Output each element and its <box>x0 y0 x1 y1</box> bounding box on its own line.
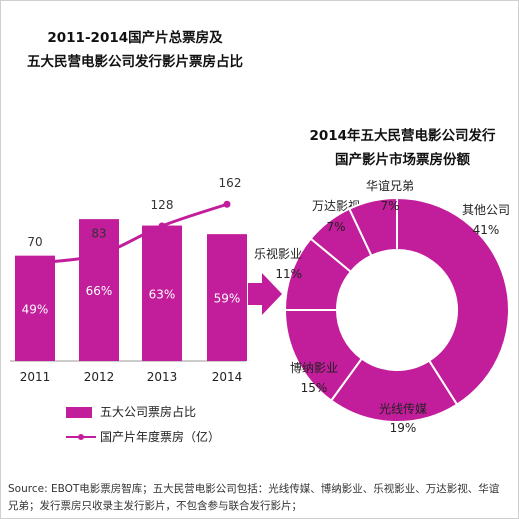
line-point-2014 <box>223 200 231 208</box>
donut-chart-title-line-2: 国产影片市场票房份额 <box>335 152 470 168</box>
donut-chart-title: 2014年五大民营电影公司发行 国产影片市场票房份额 <box>286 124 519 172</box>
bar-2014 <box>207 234 247 361</box>
donut-slice-pct-2: 19% <box>390 421 417 435</box>
donut-slice-label-6: 华谊兄弟 <box>366 178 414 193</box>
donut-slice-pct-3: 15% <box>301 381 328 395</box>
donut-slice-label-2: 光线传媒 <box>379 401 427 416</box>
bar-value-label-2013: 63% <box>149 287 176 301</box>
bar-value-label-2011: 49% <box>22 302 49 316</box>
bar-2013 <box>142 225 182 361</box>
bar-value-label-2014: 59% <box>214 292 241 306</box>
source-note: Source: EBOT电影票房智库；五大民营电影公司包括：光线传媒、博纳影业、… <box>8 481 513 515</box>
bars-layer: 49% 2011 66% 2012 63% 2013 59% 2014 <box>15 219 247 384</box>
donut-slice-6 <box>347 196 398 258</box>
bar-chart-title-line-2: 五大民营电影公司发行影片票房占比 <box>27 54 243 70</box>
line-point-2012 <box>95 251 103 259</box>
line-value-label-2013: 128 <box>151 198 174 212</box>
donut-layer: 其他公司 41% 光线传媒 19% 博纳影业 15% 乐视影业 11% 万达影视 7% 华谊兄弟 7% <box>254 178 510 435</box>
x-tick-label-2013: 2013 <box>147 370 178 384</box>
source-note-line-2: 兄弟；发行票房只收录主发行影片，不包含参与联合发行影片； <box>8 500 302 512</box>
donut-slice-pct-5: 7% <box>326 220 345 234</box>
donut-slice-pct-1: 41% <box>473 223 500 237</box>
arrow-right-icon <box>248 273 282 315</box>
donut-slice-label-3: 博纳影业 <box>290 360 338 375</box>
line-value-label-2012: 83 <box>91 227 106 241</box>
bar-chart-title: 2011-2014国产片总票房及 五大民营电影公司发行影片票房占比 <box>0 26 270 74</box>
donut-slice-1 <box>396 196 510 406</box>
donut-slice-pct-4: 11% <box>275 267 302 281</box>
x-tick-label-2011: 2011 <box>20 370 51 384</box>
legend-bar-swatch <box>66 407 92 418</box>
x-tick-label-2014: 2014 <box>212 370 243 384</box>
line-series-layer: 70 83 128 162 <box>27 176 242 267</box>
legend-line-dot <box>78 434 84 440</box>
donut-slice-label-1: 其他公司 <box>462 203 510 217</box>
source-note-line-1: Source: EBOT电影票房智库；五大民营电影公司包括：光线传媒、博纳影业、… <box>8 483 500 495</box>
legend-line-label: 国产片年度票房（亿） <box>100 430 221 444</box>
bar-2012 <box>79 219 119 361</box>
bar-2011 <box>15 255 55 361</box>
line-value-label-2014: 162 <box>219 176 242 190</box>
bar-chart-title-line-1: 2011-2014国产片总票房及 <box>47 30 223 46</box>
donut-slice-pct-6: 7% <box>380 199 399 213</box>
bar-value-label-2012: 66% <box>86 284 113 298</box>
line-series-path <box>34 202 228 265</box>
donut-slice-label-5: 万达影视 <box>312 198 360 213</box>
donut-slice-label-4: 乐视影业 <box>254 246 302 261</box>
x-tick-label-2012: 2012 <box>84 370 115 384</box>
legend-bar-label: 五大公司票房占比 <box>100 405 197 419</box>
line-value-label-2011: 70 <box>27 235 42 249</box>
donut-chart-title-line-1: 2014年五大民营电影公司发行 <box>309 128 496 144</box>
line-point-2013 <box>158 222 166 230</box>
line-point-2011 <box>31 259 39 267</box>
